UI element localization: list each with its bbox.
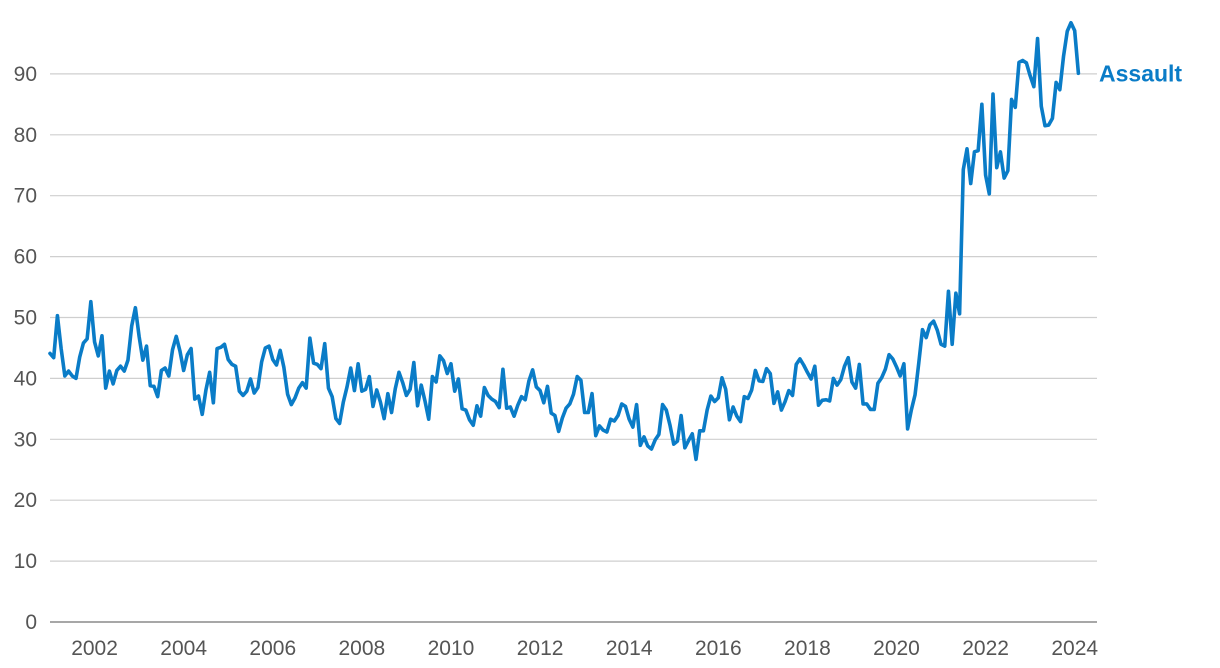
x-tick-label: 2008 — [339, 637, 386, 660]
x-tick-label: 2022 — [962, 637, 1009, 660]
y-axis-tick-labels: 0 10 20 30 40 50 60 70 80 90 — [14, 63, 37, 634]
x-tick-label: 2016 — [695, 637, 742, 660]
x-tick-label: 2006 — [249, 637, 296, 660]
gridlines — [50, 73, 1097, 623]
series-layer — [48, 20, 1081, 462]
assault-series-label: Assault — [1099, 60, 1182, 86]
y-tick-label: 70 — [14, 185, 37, 208]
x-tick-label: 2018 — [784, 637, 831, 660]
y-tick-label: 10 — [14, 550, 37, 573]
x-tick-label: 2012 — [517, 637, 564, 660]
y-tick-label: 30 — [14, 428, 37, 451]
y-tick-label: 60 — [14, 246, 37, 269]
x-tick-label: 2002 — [71, 637, 118, 660]
y-tick-label: 80 — [14, 124, 37, 147]
x-tick-label: 2010 — [428, 637, 475, 660]
y-tick-label: 0 — [25, 611, 37, 634]
x-tick-label: 2014 — [606, 637, 653, 660]
x-tick-label: 2024 — [1051, 637, 1098, 660]
x-axis-tick-labels: 2002 2004 2006 2008 2010 2012 2014 2016 2018 2020… — [71, 637, 1098, 660]
x-tick-label: 2004 — [160, 637, 207, 660]
x-tick-label: 2020 — [873, 637, 920, 660]
y-tick-label: 40 — [14, 367, 37, 390]
y-tick-label: 50 — [14, 307, 37, 330]
y-tick-label: 20 — [14, 489, 37, 512]
assault-series-line — [48, 20, 1081, 462]
y-tick-label: 90 — [14, 63, 37, 86]
